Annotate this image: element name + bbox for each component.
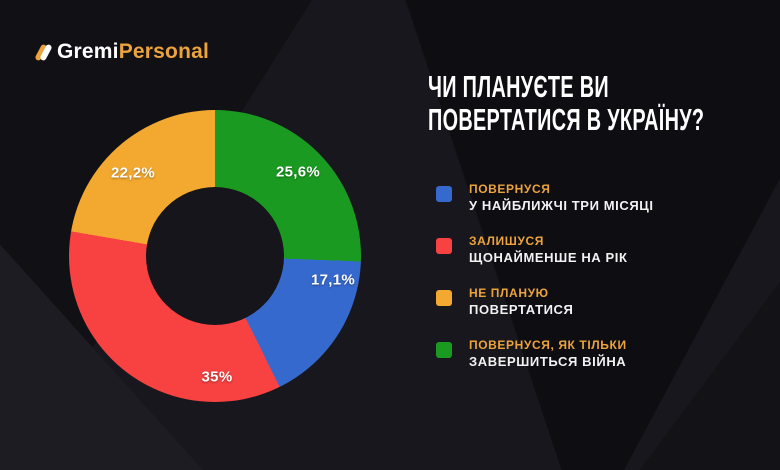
segment-label-red: 35%: [201, 368, 233, 386]
brand-logo: GremiPersonal: [34, 40, 209, 64]
brand-logo-icon: [34, 43, 53, 62]
brand-name-accent: Personal: [118, 40, 210, 63]
brand-logo-text: GremiPersonal: [57, 40, 209, 64]
legend-heading: ПОВЕРНУСЯ, ЯК ТІЛЬКИ: [469, 338, 627, 352]
page-title-line2: ПОВЕРТАТИСЯ В УКРАЇНУ?: [428, 102, 705, 137]
legend-swatch-blue: [436, 186, 452, 202]
page-title: ЧИ ПЛАНУЄТЕ ВИ ПОВЕРТАТИСЯ В УКРАЇНУ?: [428, 70, 704, 136]
page-title-line1: ЧИ ПЛАНУЄТЕ ВИ: [428, 69, 609, 104]
donut-chart: [69, 110, 361, 402]
segment-label-green: 25,6%: [275, 163, 321, 181]
legend-item-return-3-months: ПОВЕРНУСЯ У НАЙБЛИЖЧІ ТРИ МІСЯЦІ: [436, 182, 654, 213]
legend: ПОВЕРНУСЯ У НАЙБЛИЖЧІ ТРИ МІСЯЦІ ЗАЛИШУС…: [436, 182, 654, 390]
legend-heading: НЕ ПЛАНУЮ: [469, 286, 549, 300]
legend-heading: ПОВЕРНУСЯ: [469, 182, 551, 196]
segment-label-orange: 22,2%: [110, 164, 156, 182]
legend-item-no-return: НЕ ПЛАНУЮ ПОВЕРТАТИСЯ: [436, 286, 654, 317]
legend-heading: ЗАЛИШУСЯ: [469, 234, 544, 248]
legend-item-stay-year: ЗАЛИШУСЯ ЩОНАЙМЕНШЕ НА РІК: [436, 234, 654, 265]
donut-hole: [146, 187, 284, 325]
legend-swatch-green: [436, 342, 452, 358]
legend-item-return-after-war: ПОВЕРНУСЯ, ЯК ТІЛЬКИ ЗАВЕРШИТЬСЯ ВІЙНА: [436, 338, 654, 369]
legend-swatch-orange: [436, 290, 452, 306]
brand-name-primary: Gremi: [57, 40, 119, 63]
legend-subtext: ЗАВЕРШИТЬСЯ ВІЙНА: [469, 354, 627, 369]
segment-label-blue: 17,1%: [310, 271, 356, 289]
legend-subtext: ПОВЕРТАТИСЯ: [469, 302, 574, 317]
legend-swatch-red: [436, 238, 452, 254]
legend-subtext: У НАЙБЛИЖЧІ ТРИ МІСЯЦІ: [469, 198, 654, 213]
legend-subtext: ЩОНАЙМЕНШЕ НА РІК: [469, 250, 628, 265]
